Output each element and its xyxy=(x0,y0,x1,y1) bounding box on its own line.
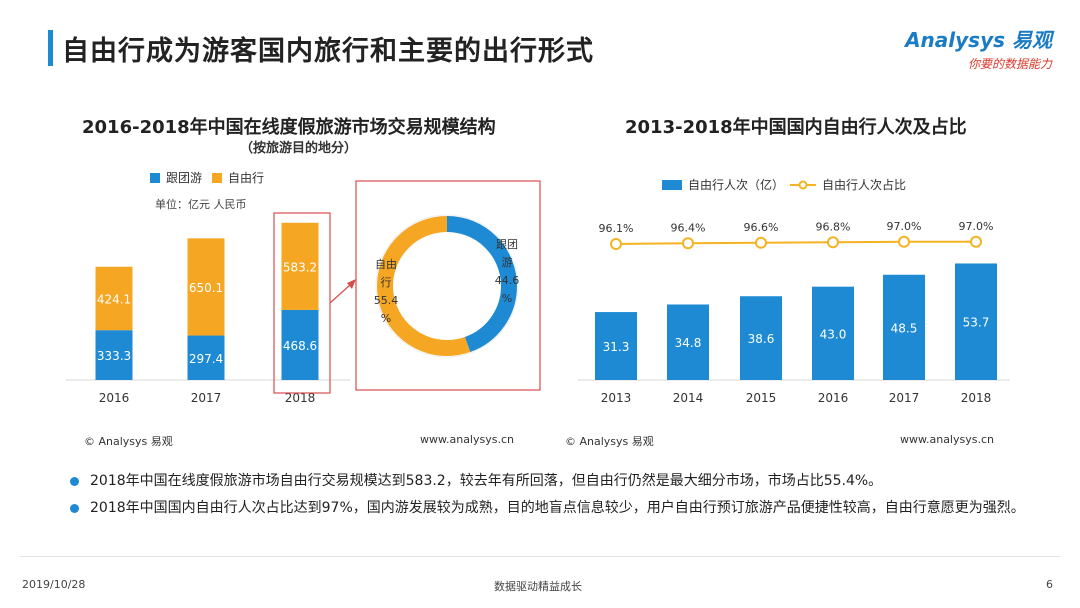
page-title: 自由行成为游客国内旅行和主要的出行形式 xyxy=(62,36,594,67)
bar-free-travel-count xyxy=(667,304,709,380)
donut-frame xyxy=(355,180,541,391)
line-label-ratio: 97.0% xyxy=(887,220,922,233)
legend-swatch-group xyxy=(150,172,160,183)
bar-free-travel xyxy=(281,222,319,310)
highlight-arrow xyxy=(329,284,351,304)
bullet-item: 2018年中国在线度假旅游市场自由行交易规模达到583.2，较去年有所回落，但自… xyxy=(70,468,1030,495)
legend-swatch-free xyxy=(212,172,223,183)
line-label-ratio: 96.6% xyxy=(744,221,779,234)
line-point xyxy=(610,238,622,250)
donut-label-group-tour: 44.6 xyxy=(495,274,520,287)
x-tick-label: 2014 xyxy=(673,391,704,405)
brand-name: Analysys 易观 xyxy=(905,28,1052,52)
bar-free-travel-count xyxy=(595,312,637,380)
footer-date: 2019/10/28 xyxy=(22,578,86,591)
donut-label-group-tour: 游 xyxy=(502,256,513,269)
legend-line-ratio xyxy=(790,180,817,189)
bar-label-count: 38.6 xyxy=(748,332,775,346)
line-point xyxy=(755,236,767,249)
bullet-dot xyxy=(70,504,79,513)
bullet-item: 2018年中国国内自由行人次占比达到97%，国内游发展较为成熟，目的地盲点信息较… xyxy=(70,495,1030,522)
bar-group-tour xyxy=(281,309,319,380)
right-website: www.analysys.cn xyxy=(900,433,994,446)
line-point xyxy=(898,235,910,248)
bar-label-free-travel: 650.1 xyxy=(189,281,223,295)
bar-free-travel-count xyxy=(740,296,782,380)
line-point xyxy=(970,235,982,248)
donut-label-free-travel: 自由 xyxy=(375,257,397,271)
donut-label-group-tour: 跟团 xyxy=(496,238,518,251)
bar-label-count: 53.7 xyxy=(963,316,990,330)
legend-swatch-count xyxy=(662,179,682,190)
legend-label-count: 自由行人次（亿） xyxy=(688,178,785,192)
bar-free-travel-count xyxy=(955,263,997,380)
x-tick-label: 2018 xyxy=(961,391,992,405)
bullet-text: 2018年中国国内自由行人次占比达到97%，国内游发展较为成熟，目的地盲点信息较… xyxy=(90,500,1025,516)
donut-label-free-travel: % xyxy=(381,312,391,325)
donut-label-free-travel: 55.4 xyxy=(374,294,399,307)
left-website: www.analysys.cn xyxy=(420,433,514,446)
legend-label-ratio: 自由行人次占比 xyxy=(822,178,907,192)
x-tick-label: 2017 xyxy=(889,391,920,405)
x-tick-label: 2013 xyxy=(601,391,632,405)
donut-slice-free-travel xyxy=(377,216,517,356)
bar-label-count: 31.3 xyxy=(603,340,630,354)
right-chart-title: 2013-2018年中国国内自由行人次及占比 xyxy=(625,117,967,138)
bar-label-count: 43.0 xyxy=(820,327,847,341)
title-accent-bar xyxy=(48,30,53,66)
bar-label-free-travel: 583.2 xyxy=(283,260,317,274)
left-legend: 跟团游 自由行 xyxy=(150,169,264,186)
bullet-text: 2018年中国在线度假旅游市场自由行交易规模达到583.2，较去年有所回落，但自… xyxy=(90,473,883,489)
summary-bullets: 2018年中国在线度假旅游市场自由行交易规模达到583.2，较去年有所回落，但自… xyxy=(70,468,1030,522)
donut-label-free-travel: 行 xyxy=(381,276,392,289)
bar-label-group-tour: 297.4 xyxy=(189,352,223,366)
bar-group-tour xyxy=(95,330,133,380)
x-tick-label: 2016 xyxy=(99,391,130,405)
right-legend: 自由行人次（亿） 自由行人次占比 xyxy=(662,176,906,193)
bar-label-group-tour: 468.6 xyxy=(283,339,317,353)
bar-free-travel xyxy=(187,238,225,336)
highlight-arrowhead xyxy=(347,279,356,289)
bar-label-count: 34.8 xyxy=(675,336,702,350)
x-tick-label: 2016 xyxy=(818,391,849,405)
line-label-ratio: 96.8% xyxy=(816,220,851,233)
x-tick-label: 2018 xyxy=(285,391,316,405)
left-chart-subtitle: （按旅游目的地分） xyxy=(240,141,358,156)
line-label-ratio: 97.0% xyxy=(959,220,994,233)
footer-divider xyxy=(20,556,1060,557)
donut-label-group-tour: % xyxy=(502,292,512,305)
page-number: 6 xyxy=(1046,578,1053,591)
bar-free-travel-count xyxy=(812,286,854,380)
legend-label-group: 跟团游 xyxy=(166,171,203,185)
line-free-travel-ratio xyxy=(615,240,976,245)
x-tick-label: 2017 xyxy=(191,391,222,405)
bar-label-count: 48.5 xyxy=(891,321,918,335)
bullet-dot xyxy=(70,477,79,486)
line-label-ratio: 96.4% xyxy=(671,221,706,234)
left-unit: 单位：亿元 人民币 xyxy=(155,198,247,211)
bar-group-tour xyxy=(187,335,225,380)
legend-label-free: 自由行 xyxy=(228,171,265,185)
left-chart-title: 2016-2018年中国在线度假旅游市场交易规模结构 xyxy=(82,117,496,138)
left-source: © Analysys 易观 xyxy=(84,435,173,448)
donut-outline xyxy=(375,214,519,358)
right-source: © Analysys 易观 xyxy=(565,435,654,448)
brand-slogan: 你要的数据能力 xyxy=(967,57,1052,71)
line-label-ratio: 96.1% xyxy=(599,222,634,235)
x-tick-label: 2015 xyxy=(746,391,777,405)
footer-center: 数据驱动精益成长 xyxy=(494,580,582,593)
line-point xyxy=(682,237,694,250)
bar-label-group-tour: 333.3 xyxy=(97,349,131,363)
brand-logo: Analysys 易观 你要的数据能力 xyxy=(905,24,1052,72)
line-point xyxy=(827,236,839,249)
bar-label-free-travel: 424.1 xyxy=(97,292,131,306)
bar-free-travel xyxy=(95,266,133,331)
bar-free-travel-count xyxy=(883,274,925,380)
